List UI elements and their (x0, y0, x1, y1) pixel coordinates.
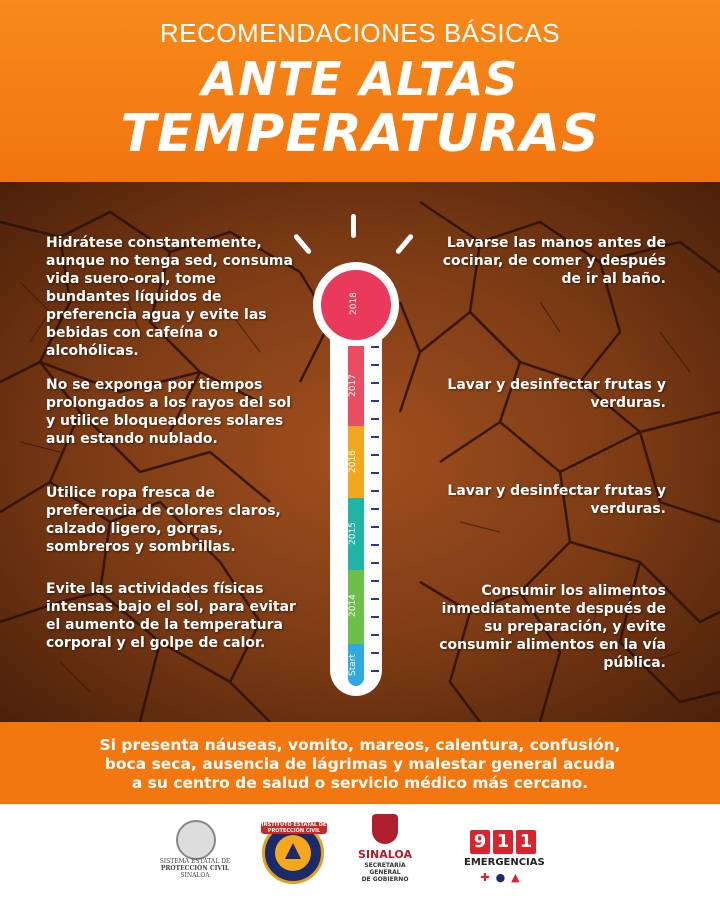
warning-line-2: boca seca, ausencia de lágrimas y malest… (104, 755, 616, 773)
instituto-logo-inner (275, 835, 311, 871)
tick-mark (371, 346, 379, 348)
tip-wash-produce-2: Lavar y desinfectar frutas y verduras. (447, 483, 666, 517)
tick-mark (371, 616, 379, 618)
segment-2014: 2014 (348, 570, 364, 644)
tip-food-consumption: Consumir los alimentos inmediatamente de… (439, 583, 666, 671)
segment-label: 2016 (348, 450, 358, 474)
tick-mark (371, 580, 379, 582)
segment-label: 2017 (348, 374, 358, 398)
header-banner: RECOMENDACIONES BÁSICAS ANTE ALTAS TEMPE… (0, 0, 720, 182)
tick-mark (371, 598, 379, 600)
sinaloa-line-1: SECRETARÍA (364, 862, 406, 869)
pc-line-1: SISTEMA ESTATAL DE (159, 858, 231, 865)
pc-line-2: PROTECCIÓN CIVIL (160, 865, 230, 872)
instituto-logo: INSTITUTO ESTATAL DE PROTECCIÓN CIVIL (261, 822, 327, 884)
tip-clothing: Utilice ropa fresca de preferencia de co… (46, 485, 281, 555)
warning-message-band: Si presenta náuseas, vomito, mareos, cal… (0, 722, 720, 804)
tick-mark (371, 652, 379, 654)
thermometer: 2018 2017 2016 2015 2014 Start (313, 262, 399, 700)
tip-physical-activity: Evite las actividades físicas intensas b… (46, 581, 296, 651)
tick-mark (371, 670, 379, 672)
footer-logos (0, 804, 720, 900)
segment-2016: 2016 (348, 426, 364, 498)
segment-label: 2015 (348, 522, 358, 546)
sinaloa-line-2: GENERAL (369, 869, 401, 876)
tick-mark (371, 634, 379, 636)
proteccion-civil-text: SISTEMA ESTATAL DE PROTECCIÓN CIVIL SINA… (150, 858, 240, 879)
instituto-label: INSTITUTO ESTATAL DE PROTECCIÓN CIVIL (261, 822, 327, 834)
tick-mark (371, 454, 379, 456)
tick-mark (371, 472, 379, 474)
fire-icon: ▲ (511, 871, 526, 884)
medical-cross-icon: ✚ (480, 871, 496, 884)
logo-911: 9 1 1 (470, 830, 536, 854)
tick-mark (371, 436, 379, 438)
tick-mark (371, 418, 379, 420)
segment-label: Start (348, 654, 358, 676)
tick-mark (371, 382, 379, 384)
tip-wash-produce-1: Lavar y desinfectar frutas y verduras. (447, 377, 666, 411)
digit-1a: 1 (493, 830, 513, 854)
tip-sun-exposure: No se exponga por tiempos prolongados a … (46, 377, 291, 447)
bulb-label: 2018 (349, 292, 359, 316)
tick-mark (371, 400, 379, 402)
warning-line-1: Si presenta náuseas, vomito, mareos, cal… (99, 736, 621, 754)
triangle-icon (285, 843, 301, 859)
tick-mark (371, 562, 379, 564)
emergency-services-icons: ✚●▲ (470, 871, 536, 884)
tick-mark (371, 364, 379, 366)
digit-9: 9 (470, 830, 490, 854)
sinaloa-subtitle: SECRETARÍA GENERAL DE GOBIERNO (352, 862, 418, 883)
tip-hydration: Hidrátese constantemente, aunque no teng… (46, 235, 293, 359)
emergencias-label: EMERGENCIAS (464, 857, 545, 868)
segment-2017: 2017 (348, 346, 364, 426)
tick-mark (371, 508, 379, 510)
title-line-1: ANTE ALTAS (201, 52, 519, 106)
tip-hand-washing: Lavarse las manos antes de cocinar, de c… (442, 235, 666, 287)
tick-mark (371, 544, 379, 546)
police-cap-icon: ● (495, 871, 512, 884)
sinaloa-name: SINALOA (358, 848, 412, 861)
proteccion-civil-logo-icon (176, 820, 216, 860)
warning-line-3: a su centro de salud o servicio médico m… (131, 774, 589, 792)
tick-mark (371, 526, 379, 528)
title-line-2: TEMPERATURAS (120, 104, 600, 164)
segment-label: 2014 (348, 594, 358, 618)
tick-mark (371, 490, 379, 492)
subtitle: RECOMENDACIONES BÁSICAS (159, 18, 561, 48)
pc-line-3: SINALOA (180, 872, 210, 879)
digit-1b: 1 (516, 830, 536, 854)
heat-ray-center (351, 214, 356, 238)
sinaloa-shield-icon (372, 814, 398, 844)
sinaloa-line-3: DE GOBIERNO (361, 876, 409, 883)
thermometer-bulb (321, 270, 391, 340)
segment-start: Start (348, 644, 364, 686)
segment-2015: 2015 (348, 498, 364, 570)
